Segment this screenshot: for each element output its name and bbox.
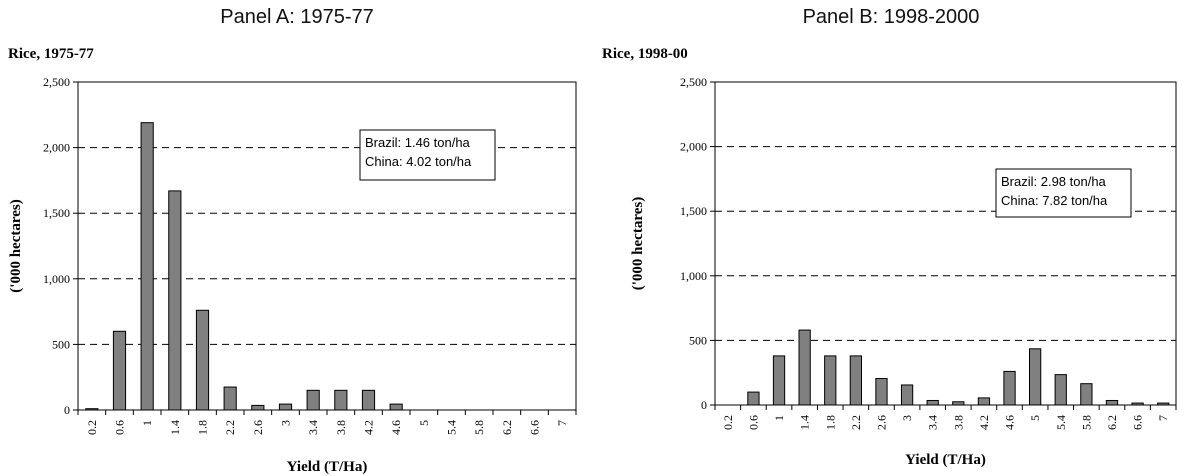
legend-entry: Brazil: 2.98 ton/ha <box>1001 174 1107 189</box>
x-tick-label: 4.6 <box>389 420 403 435</box>
x-tick-label: 2.6 <box>251 420 265 435</box>
y-tick-label: 500 <box>689 333 707 347</box>
x-tick-label: 1.4 <box>798 415 812 430</box>
x-tick-label: 1 <box>140 420 154 426</box>
bar <box>389 403 403 411</box>
bar <box>168 190 182 411</box>
chart-title: Rice, 1975-77 <box>8 46 94 62</box>
x-tick-label: 4.2 <box>977 415 991 430</box>
bar <box>85 408 99 411</box>
bar <box>195 309 210 411</box>
bar <box>251 404 265 411</box>
bar <box>1080 383 1093 406</box>
bar <box>278 403 293 411</box>
x-tick-label: 1 <box>772 415 786 421</box>
bar <box>926 399 939 406</box>
bar <box>306 389 320 411</box>
bar <box>824 355 837 406</box>
bar-chart: 0 500 1,000 1,500 2,000 2,500 0.2 0.6 1 1.4 1.8 2.2… <box>630 75 1177 468</box>
chart-panel-b: Panel B: 1998-2000 Rice, 1998-00 0 500 1,0… <box>594 0 1188 476</box>
bar <box>1157 402 1170 406</box>
bar <box>112 330 127 411</box>
x-tick-label: 2.2 <box>849 415 863 430</box>
y-tick-label: 1,000 <box>43 272 70 286</box>
x-tick-label: 5.8 <box>1079 415 1093 430</box>
bar <box>900 384 914 406</box>
y-axis-label: ('000 hectares) <box>630 197 646 290</box>
y-tick-label: 1,000 <box>680 269 707 283</box>
bar <box>1105 399 1119 406</box>
x-axis-label: Yield (T/Ha) <box>905 452 986 468</box>
chart-title: Rice, 1998-00 <box>602 46 688 62</box>
bar <box>849 355 862 406</box>
bar <box>1029 348 1042 406</box>
x-tick-label: 3.8 <box>334 420 348 435</box>
x-tick-label: 6.2 <box>1105 415 1119 430</box>
x-tick-label: 5.4 <box>1054 415 1068 430</box>
y-tick-label: 0 <box>701 398 707 412</box>
bar <box>798 329 811 406</box>
x-tick-label: 3.4 <box>306 420 320 435</box>
x-axis-label: Yield (T/Ha) <box>287 459 368 475</box>
bar <box>1131 402 1144 406</box>
x-tick-label: 3.8 <box>951 415 965 430</box>
y-tick-label: 1,500 <box>680 204 707 218</box>
x-tick-label: 4.2 <box>362 420 376 435</box>
y-tick-label: 500 <box>52 337 70 351</box>
y-tick-label: 1,500 <box>43 206 70 220</box>
x-tick-label: 1.4 <box>168 420 182 435</box>
legend-entry: Brazil: 1.46 ton/ha <box>365 135 471 150</box>
bar <box>334 389 348 411</box>
x-tick-label: 0.2 <box>85 420 99 435</box>
legend-entry: China: 4.02 ton/ha <box>365 154 472 169</box>
x-tick-label: 6.6 <box>528 420 542 435</box>
y-tick-label: 2,000 <box>680 140 707 154</box>
bar-chart: 0 500 1,000 1,500 2,000 2,500 0.2 0.6 1 1.4 1.8 2.2… <box>8 75 577 475</box>
bar <box>1054 374 1067 406</box>
x-tick-label: 5 <box>1028 415 1042 421</box>
x-tick-label: 1.8 <box>196 420 210 435</box>
legend: Brazil: 2.98 ton/ha China: 7.82 ton/ha <box>995 168 1132 218</box>
bar <box>747 391 760 406</box>
bar <box>1003 370 1016 406</box>
panel-title: Panel A: 1975-77 <box>220 6 374 28</box>
x-tick-label: 0.6 <box>113 420 127 435</box>
x-tick-label: 3.4 <box>926 415 940 430</box>
x-tick-label: 6.2 <box>500 420 514 435</box>
x-tick-label: 0.2 <box>721 415 735 430</box>
legend: Brazil: 1.46 ton/ha China: 4.02 ton/ha <box>359 129 496 181</box>
bar <box>977 397 991 406</box>
x-tick-label: 2.6 <box>874 415 888 430</box>
x-tick-label: 4.6 <box>1003 415 1017 430</box>
y-tick-label: 2,500 <box>680 75 707 89</box>
bar <box>361 389 376 411</box>
x-tick-label: 7 <box>555 420 569 426</box>
x-tick-label: 5.4 <box>445 420 459 435</box>
bar <box>223 386 237 411</box>
x-tick-label: 3 <box>900 415 914 421</box>
bar <box>772 355 786 406</box>
x-tick-label: 6.6 <box>1131 415 1145 430</box>
x-tick-label: 1.8 <box>823 415 837 430</box>
legend-box <box>995 168 1132 218</box>
x-tick-label: 2.2 <box>223 420 237 435</box>
bar <box>875 378 888 406</box>
y-tick-label: 2,000 <box>43 141 70 155</box>
chart-panel-a: Panel A: 1975-77 Rice, 1975-77 0 500 1,000… <box>8 6 577 475</box>
y-tick-label: 0 <box>64 403 70 417</box>
x-tick-label: 5 <box>417 420 431 426</box>
legend-entry: China: 7.82 ton/ha <box>1001 193 1108 208</box>
bar <box>140 122 154 411</box>
bar <box>952 401 965 406</box>
y-tick-label: 2,500 <box>43 75 70 89</box>
x-tick-label: 7 <box>1156 415 1170 421</box>
y-axis-label: ('000 hectares) <box>8 199 24 292</box>
x-tick-label: 0.6 <box>746 415 760 430</box>
x-tick-label: 3 <box>279 420 293 426</box>
legend-box <box>359 129 496 181</box>
x-tick-label: 5.8 <box>472 420 486 435</box>
panel-title: Panel B: 1998-2000 <box>802 6 980 28</box>
